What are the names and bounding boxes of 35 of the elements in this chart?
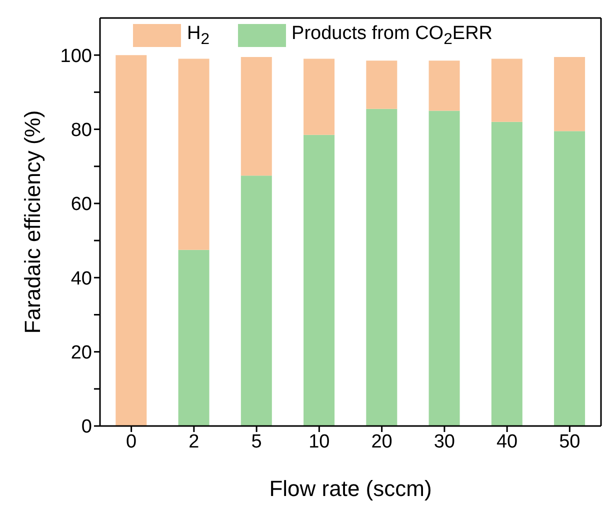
x-tick-label: 5 [251,431,262,452]
y-tick-label: 80 [70,120,92,142]
legend-entry: Products from CO$_{2}$ERR [238,23,493,49]
x-tick-label: 30 [434,431,456,452]
bar [240,56,272,176]
y-tick-label: 40 [70,268,92,290]
bar [178,250,210,426]
legend-label: H$_{2}$ [187,23,210,49]
legend-entry: H$_{2}$ [133,23,210,49]
bar [491,58,522,122]
bar [304,134,335,426]
bar [554,56,586,132]
bar [116,55,147,426]
y-axis-title: Faradaic efficiency (%) [20,110,44,334]
bar [304,58,335,135]
legend-label: Products from CO$_{2}$ERR [292,23,493,49]
x-tick-label: 40 [496,431,518,452]
y-tick-label: 20 [70,342,92,364]
x-tick-label: 50 [559,431,580,452]
bar [554,131,586,426]
y-tick-label: 100 [60,46,92,67]
bar [366,60,398,109]
bar [428,110,460,426]
bar [428,60,460,111]
x-axis-title: Flow rate (sccm) [269,476,432,501]
bar [491,122,522,426]
bar [366,108,398,426]
y-tick-label: 0 [81,416,92,438]
bar [240,176,272,426]
x-tick-label: 0 [126,431,137,452]
x-tick-label: 20 [371,431,392,452]
x-tick-label: 2 [188,431,200,452]
y-tick-label: 60 [70,194,92,216]
x-tick-label: 10 [308,431,330,452]
bar [178,58,210,250]
